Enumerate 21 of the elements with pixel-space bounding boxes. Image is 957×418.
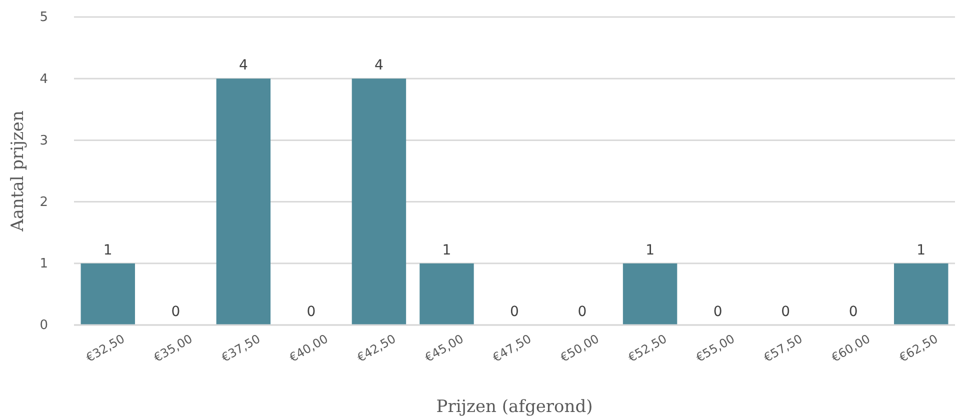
data-label: 0 (306, 304, 316, 320)
y-tick-label: 0 (40, 318, 48, 334)
data-label: 0 (510, 304, 519, 320)
y-tick-label: 2 (40, 194, 48, 210)
data-label: 4 (238, 58, 248, 74)
y-axis-title: Aantal prijzen (8, 110, 28, 232)
data-label: 0 (578, 304, 587, 320)
y-tick-label: 5 (40, 10, 48, 26)
y-tick-label: 1 (40, 256, 48, 272)
data-label: 0 (848, 304, 858, 320)
data-label: 1 (442, 242, 452, 258)
data-label: 1 (916, 242, 926, 258)
data-label: 0 (781, 304, 790, 320)
x-axis-title: Prijzen (afgerond) (436, 397, 593, 417)
data-label: 4 (374, 58, 384, 74)
data-label: 1 (103, 242, 112, 258)
data-label: 0 (713, 304, 722, 320)
y-tick-label: 3 (40, 133, 48, 148)
y-tick-label: 4 (40, 72, 48, 87)
data-label: 0 (171, 304, 180, 320)
data-label: 1 (646, 242, 654, 258)
